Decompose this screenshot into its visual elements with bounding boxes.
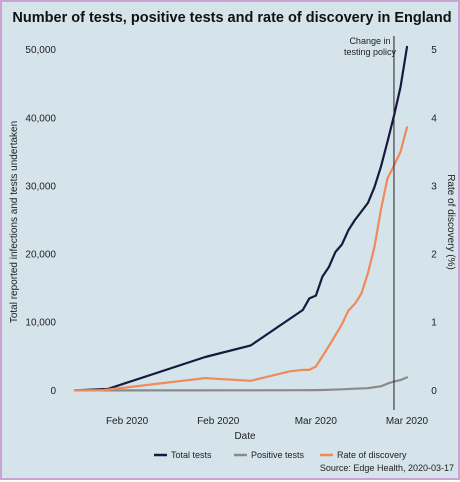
y2-axis-title: Rate of discovery (%) (445, 174, 456, 270)
y2-tick-label: 2 (431, 250, 437, 261)
legend: Total tests Positive tests Rate of discove… (154, 450, 407, 460)
policy-change-label: testing policy (344, 47, 397, 57)
legend-label: Positive tests (251, 450, 305, 460)
legend-label: Rate of discovery (337, 450, 407, 460)
y-tick-label: 20,000 (25, 250, 56, 261)
y2-tick-label: 1 (431, 318, 437, 329)
source-caption: Source: Edge Health, 2020-03-17 (320, 463, 454, 473)
y-tick-label: 40,000 (25, 113, 56, 124)
y-tick-label: 50,000 (25, 45, 56, 56)
y2-tick-label: 4 (431, 113, 437, 124)
series-line-rate-of-discovery (73, 126, 409, 392)
legend-label: Total tests (171, 450, 212, 460)
chart-title: Number of tests, positive tests and rate… (12, 10, 451, 26)
x-tick-label: Mar 2020 (386, 416, 429, 427)
right-axis-ticks: 0 1 2 3 4 5 (431, 45, 437, 397)
policy-change-label: Change in (349, 36, 390, 46)
y2-tick-label: 3 (431, 181, 437, 192)
series-line-positive-tests (73, 376, 409, 392)
y-axis-title: Total reported infections and tests unde… (9, 121, 20, 323)
x-tick-label: Feb 2020 (106, 416, 149, 427)
y2-tick-label: 0 (431, 386, 437, 397)
y2-tick-label: 5 (431, 45, 437, 56)
x-axis-title: Date (234, 431, 256, 442)
plot-area (73, 45, 409, 392)
left-axis-ticks: 0 10,000 20,000 30,000 40,000 50,000 (25, 45, 56, 397)
y-tick-label: 30,000 (25, 181, 56, 192)
x-axis-ticks: Feb 2020 Feb 2020 Mar 2020 Mar 2020 (106, 416, 429, 427)
x-tick-label: Feb 2020 (197, 416, 240, 427)
y-tick-label: 10,000 (25, 318, 56, 329)
series-line-total-tests (73, 45, 409, 392)
x-tick-label: Mar 2020 (295, 416, 338, 427)
y-tick-label: 0 (50, 386, 56, 397)
